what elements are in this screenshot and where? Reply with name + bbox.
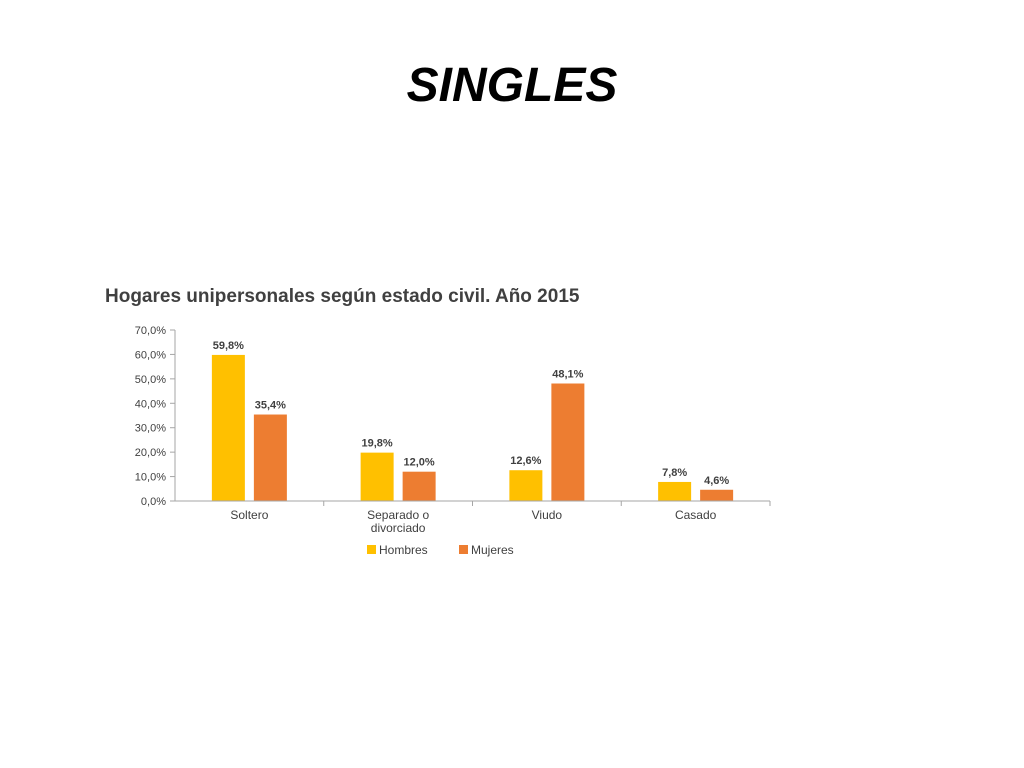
y-tick-label: 0,0% <box>141 496 166 508</box>
x-tick-label: Viudo <box>532 508 563 522</box>
x-tick-label: divorciado <box>371 521 426 535</box>
bar-hombres <box>360 452 394 501</box>
legend-swatch <box>367 545 376 554</box>
bar-chart: Hogares unipersonales según estado civil… <box>105 286 771 557</box>
x-tick-label: Soltero <box>230 508 268 522</box>
data-label: 35,4% <box>255 400 286 412</box>
y-tick-label: 20,0% <box>135 447 166 459</box>
data-label: 48,1% <box>552 368 583 380</box>
data-label: 12,6% <box>510 455 541 467</box>
y-tick-label: 50,0% <box>135 374 166 386</box>
bar-mujeres <box>551 383 585 501</box>
bar-mujeres <box>402 471 436 501</box>
y-axis: 0,0% 10,0% 20,0% 30,0% 40,0% 50,0% 60,0% 70,0% <box>135 325 176 508</box>
legend: Hombres Mujeres <box>367 543 514 557</box>
bar-mujeres <box>253 414 287 501</box>
chart-title: Hogares unipersonales según estado civil… <box>105 286 580 307</box>
legend-label: Mujeres <box>471 543 514 557</box>
legend-label: Hombres <box>379 543 428 557</box>
bars-group: 59,8% 35,4% 19,8% 12,0% 12,6% 48,1% 7,8% 4,6% <box>211 340 734 501</box>
x-tick-label: Casado <box>675 508 717 522</box>
data-label: 12,0% <box>404 457 435 469</box>
slide-title: SINGLES <box>406 59 618 112</box>
y-tick-label: 30,0% <box>135 423 166 435</box>
data-label: 7,8% <box>662 467 687 479</box>
bar-hombres <box>211 354 245 501</box>
data-label: 4,6% <box>704 475 729 487</box>
data-label: 19,8% <box>362 438 393 450</box>
data-label: 59,8% <box>213 340 244 352</box>
bar-hombres <box>509 470 543 501</box>
y-tick-label: 40,0% <box>135 398 166 410</box>
x-tick-label: Separado o <box>367 508 429 522</box>
y-tick-label: 10,0% <box>135 472 166 484</box>
bar-hombres <box>658 481 692 501</box>
legend-swatch <box>459 545 468 554</box>
bar-mujeres <box>700 489 734 501</box>
y-tick-label: 60,0% <box>135 349 166 361</box>
y-tick-label: 70,0% <box>135 325 166 337</box>
